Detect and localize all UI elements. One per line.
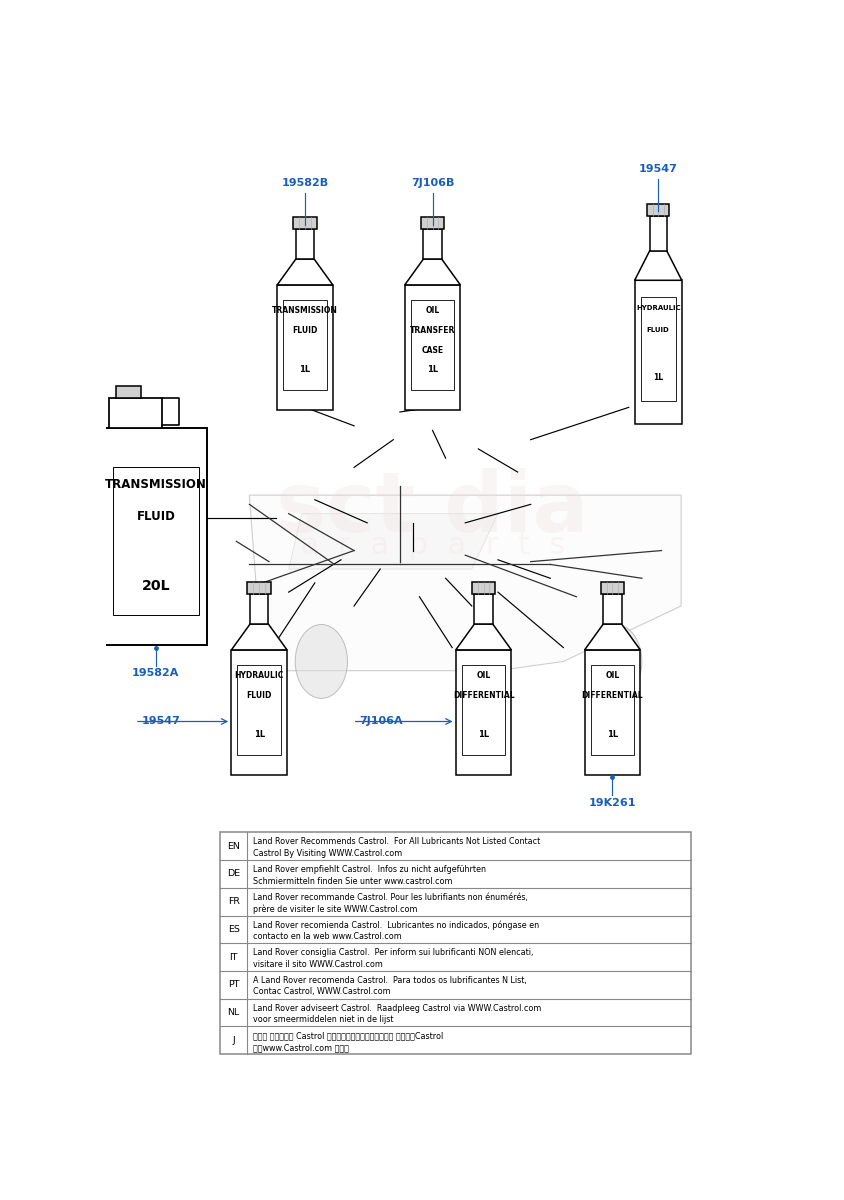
Text: HYDRAULIC: HYDRAULIC xyxy=(235,671,284,680)
Text: EN: EN xyxy=(227,841,241,851)
Text: 19547: 19547 xyxy=(639,164,678,174)
Text: 1L: 1L xyxy=(478,730,490,738)
Text: 1L: 1L xyxy=(427,365,438,373)
Bar xyxy=(231,650,287,775)
Bar xyxy=(421,217,444,229)
Bar xyxy=(474,594,493,624)
Text: FLUID: FLUID xyxy=(137,510,176,523)
Text: sct dia: sct dia xyxy=(276,468,589,550)
Text: Land Rover adviseert Castrol.  Raadpleeg Castrol via WWW.Castrol.com
voor smeerm: Land Rover adviseert Castrol. Raadpleeg … xyxy=(252,1003,541,1024)
Text: DIFFERENTIAL: DIFFERENTIAL xyxy=(452,691,514,700)
Text: IT: IT xyxy=(230,953,238,961)
Text: ランド ローバーは Castrol を推奨。リスト外の潤滑剤につ いては、Castrol
社：www.Castrol.com まで。: ランド ローバーは Castrol を推奨。リスト外の潤滑剤につ いては、Cas… xyxy=(252,1032,443,1052)
Polygon shape xyxy=(277,259,333,284)
Text: Land Rover recomienda Castrol.  Lubricantes no indicados, póngase en
contacto en: Land Rover recomienda Castrol. Lubricant… xyxy=(252,920,538,942)
Text: NL: NL xyxy=(228,1008,240,1018)
Text: 1L: 1L xyxy=(254,730,265,738)
Text: OIL: OIL xyxy=(605,671,619,680)
Text: TRANSMISSION: TRANSMISSION xyxy=(272,306,338,316)
Bar xyxy=(424,229,441,259)
Polygon shape xyxy=(289,514,498,569)
Text: a  r  a  p  a  r  t  s: a r a p a r t s xyxy=(300,532,565,560)
Text: FLUID: FLUID xyxy=(292,326,317,335)
Bar xyxy=(411,300,454,390)
Bar xyxy=(109,397,162,428)
Bar xyxy=(283,300,327,390)
Bar xyxy=(456,650,511,775)
Text: Land Rover consiglia Castrol.  Per inform sui lubrificanti NON elencati,
visitar: Land Rover consiglia Castrol. Per inform… xyxy=(252,948,533,968)
Bar xyxy=(635,281,682,424)
Bar xyxy=(106,428,207,646)
Text: PT: PT xyxy=(228,980,240,989)
Text: TRANSMISSION: TRANSMISSION xyxy=(105,478,207,491)
Polygon shape xyxy=(456,624,511,650)
Text: HYDRAULIC: HYDRAULIC xyxy=(636,305,680,311)
Text: 1L: 1L xyxy=(607,730,618,738)
Text: Land Rover recommande Castrol. Pour les lubrifiants non énumérés,
prère de visit: Land Rover recommande Castrol. Pour les … xyxy=(252,893,528,914)
Polygon shape xyxy=(231,624,287,650)
Bar xyxy=(585,650,641,775)
Bar xyxy=(647,204,669,216)
Bar xyxy=(237,665,281,755)
Bar xyxy=(277,284,333,409)
Text: A Land Rover recomenda Castrol.  Para todos os lubrificantes N List,
Contac Cast: A Land Rover recomenda Castrol. Para tod… xyxy=(252,976,527,996)
Bar xyxy=(603,594,621,624)
Circle shape xyxy=(590,624,642,698)
Circle shape xyxy=(295,624,348,698)
Bar xyxy=(113,467,198,614)
Text: Land Rover empfiehlt Castrol.  Infos zu nicht aufgeführten
Schmiermitteln finden: Land Rover empfiehlt Castrol. Infos zu n… xyxy=(252,865,485,886)
Bar xyxy=(116,386,141,397)
Polygon shape xyxy=(585,624,641,650)
Bar xyxy=(293,217,316,229)
Polygon shape xyxy=(250,496,681,671)
Text: FR: FR xyxy=(228,898,240,906)
Bar xyxy=(250,594,268,624)
Text: ES: ES xyxy=(228,925,240,934)
Text: FLUID: FLUID xyxy=(647,328,669,334)
Text: 19582B: 19582B xyxy=(281,178,328,188)
Bar xyxy=(650,216,667,251)
Text: 19K261: 19K261 xyxy=(588,798,636,808)
Bar xyxy=(591,665,635,755)
Text: 1L: 1L xyxy=(653,373,663,382)
Bar xyxy=(220,833,691,1054)
Text: 19547: 19547 xyxy=(142,716,181,726)
Text: CASE: CASE xyxy=(421,346,444,355)
Polygon shape xyxy=(405,259,460,284)
Polygon shape xyxy=(635,251,682,281)
Bar xyxy=(296,229,314,259)
Text: J: J xyxy=(232,1036,235,1045)
Bar xyxy=(641,298,676,401)
Text: OIL: OIL xyxy=(425,306,440,316)
Bar xyxy=(405,284,460,409)
Text: DE: DE xyxy=(227,870,241,878)
Text: 20L: 20L xyxy=(142,578,170,593)
Text: OIL: OIL xyxy=(477,671,490,680)
Text: TRANSFER: TRANSFER xyxy=(410,326,455,335)
Text: DIFFERENTIAL: DIFFERENTIAL xyxy=(582,691,643,700)
Text: 19582A: 19582A xyxy=(133,668,180,678)
Text: Land Rover Recommends Castrol.  For All Lubricants Not Listed Contact
Castrol By: Land Rover Recommends Castrol. For All L… xyxy=(252,838,540,858)
Text: 7J106B: 7J106B xyxy=(411,178,454,188)
Text: 7J106A: 7J106A xyxy=(360,716,403,726)
Text: 1L: 1L xyxy=(300,365,311,373)
Bar xyxy=(601,582,625,594)
Text: FLUID: FLUID xyxy=(246,691,272,700)
Bar xyxy=(472,582,495,594)
Bar xyxy=(462,665,506,755)
Bar xyxy=(247,582,271,594)
